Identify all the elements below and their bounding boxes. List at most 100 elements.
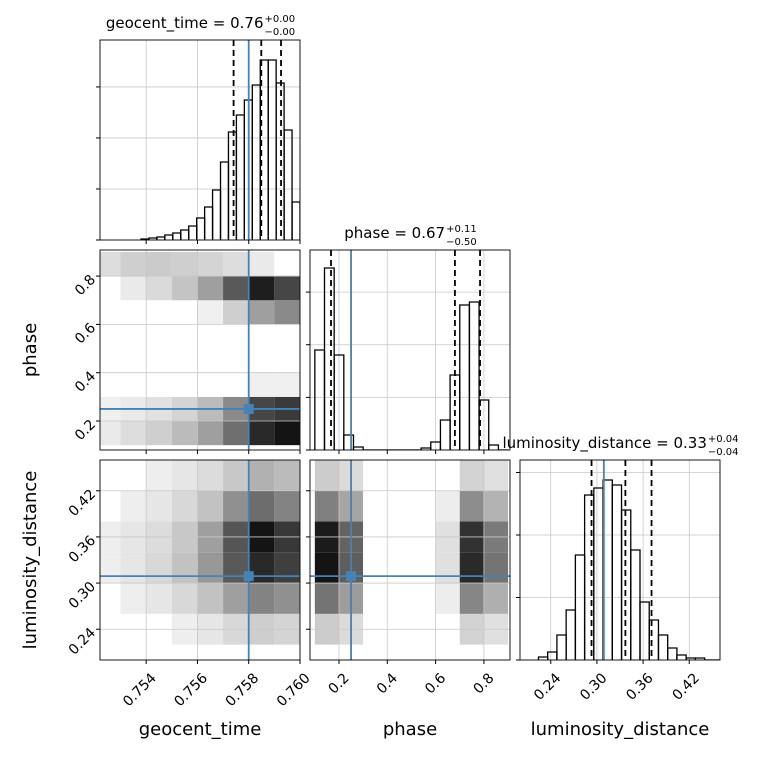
density-cell xyxy=(171,324,198,349)
pair-panel xyxy=(100,250,300,450)
density-cell xyxy=(197,583,224,614)
x-tick-label: 0.24 xyxy=(531,670,564,703)
density-cell xyxy=(435,583,460,614)
panel-frame xyxy=(99,39,301,241)
density-cell xyxy=(274,276,300,301)
density-cell xyxy=(100,583,121,614)
truth-marker xyxy=(346,571,357,582)
x-tick-label: 0.4 xyxy=(374,670,401,697)
density-cell xyxy=(120,421,147,446)
density-cell xyxy=(120,372,147,397)
density-cell xyxy=(197,348,224,373)
density-cell xyxy=(274,583,300,614)
density-cell xyxy=(146,460,172,491)
hist-step xyxy=(188,225,198,240)
hist-step xyxy=(574,554,586,660)
density-cell xyxy=(274,372,300,397)
density-cell xyxy=(387,490,412,522)
density-cell xyxy=(483,583,509,614)
density-cell xyxy=(197,372,224,397)
density-cell xyxy=(146,421,172,446)
density-cell xyxy=(483,490,509,522)
y-tick-label: 0.4 xyxy=(72,368,99,395)
hist-step xyxy=(639,601,650,660)
density-cell xyxy=(171,300,198,325)
density-cell xyxy=(459,460,484,491)
density-cell xyxy=(223,421,249,446)
density-cell xyxy=(223,348,249,373)
hist-step xyxy=(488,444,500,450)
y-tick-label: 0.42 xyxy=(66,487,99,520)
density-cell xyxy=(387,552,412,584)
density-cell xyxy=(274,348,300,373)
hist-step xyxy=(164,234,174,240)
hist-step xyxy=(291,201,300,240)
density-cell xyxy=(248,583,275,614)
title-lower: −0.00 xyxy=(265,27,296,38)
density-cell xyxy=(146,348,172,373)
density-cell xyxy=(248,372,275,397)
density-cell xyxy=(387,460,412,491)
y-tick-label: 0.30 xyxy=(66,579,99,612)
density-cell xyxy=(100,552,121,584)
density-cell xyxy=(171,372,198,397)
panel-frame xyxy=(99,459,301,661)
density-cell xyxy=(483,460,509,491)
density-cell xyxy=(459,583,484,614)
hist-step xyxy=(583,494,595,660)
density-cell xyxy=(248,348,275,373)
density-cell xyxy=(223,460,249,491)
density-cell xyxy=(274,460,300,491)
density-cell xyxy=(146,490,172,522)
density-cell xyxy=(100,421,121,446)
hist-step xyxy=(667,647,678,660)
x-tick-label: 0.2 xyxy=(326,670,353,697)
density-cell xyxy=(223,276,249,301)
hist-step xyxy=(333,354,345,450)
x-tick-label: 0.754 xyxy=(120,670,160,710)
hist-step xyxy=(676,654,687,660)
hist-step xyxy=(172,232,182,240)
density-cell xyxy=(100,490,121,522)
hist-step xyxy=(251,84,261,240)
density-cell xyxy=(274,324,300,349)
hist-step xyxy=(180,229,190,240)
density-cell xyxy=(100,372,121,397)
panel-frame xyxy=(99,249,301,451)
hist-step xyxy=(630,549,641,660)
hist-step xyxy=(219,161,230,240)
density-cell xyxy=(197,276,224,301)
x-tick-label: 0.42 xyxy=(669,670,702,703)
y-axis-label: luminosity_distance xyxy=(20,471,41,650)
density-cell xyxy=(363,552,388,584)
hist-step xyxy=(203,206,214,240)
density-cell xyxy=(197,300,224,325)
panel-title: geocent_time = 0.76 xyxy=(106,14,264,33)
density-cell xyxy=(146,583,172,614)
hist-step xyxy=(323,267,335,450)
density-cell xyxy=(274,552,300,584)
panel-frame xyxy=(519,459,721,661)
density-cell xyxy=(197,324,224,349)
x-axis-label: phase xyxy=(383,719,437,740)
x-tick-label: 0.758 xyxy=(223,670,263,710)
density-cell xyxy=(248,251,275,277)
density-cell xyxy=(483,552,509,584)
hist-step xyxy=(352,446,364,450)
hist-step xyxy=(657,634,669,660)
y-tick-label: 0.8 xyxy=(72,272,99,299)
y-tick-label: 0.6 xyxy=(72,320,99,347)
y-axis-label: phase xyxy=(20,323,41,377)
density-cell xyxy=(248,421,275,446)
hist-step xyxy=(478,399,490,450)
density-cell xyxy=(411,460,436,491)
density-cell xyxy=(435,460,460,491)
density-cell xyxy=(197,460,224,491)
density-cell xyxy=(459,490,484,522)
density-cell xyxy=(274,251,300,277)
diag-panel xyxy=(520,460,720,660)
x-axis-label: luminosity_distance xyxy=(531,719,710,740)
density-cell xyxy=(314,552,339,584)
y-tick-label: 0.2 xyxy=(72,417,99,444)
